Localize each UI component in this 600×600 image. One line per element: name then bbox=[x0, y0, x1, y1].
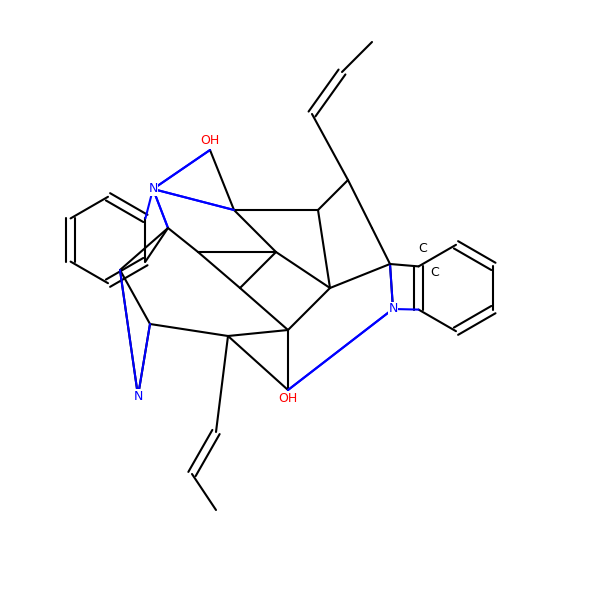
Text: C: C bbox=[419, 242, 427, 256]
Text: OH: OH bbox=[278, 392, 298, 406]
Text: OH: OH bbox=[200, 134, 220, 148]
Text: N: N bbox=[388, 302, 398, 316]
Text: N: N bbox=[133, 389, 143, 403]
Text: C: C bbox=[431, 266, 439, 280]
Text: N: N bbox=[148, 182, 158, 196]
